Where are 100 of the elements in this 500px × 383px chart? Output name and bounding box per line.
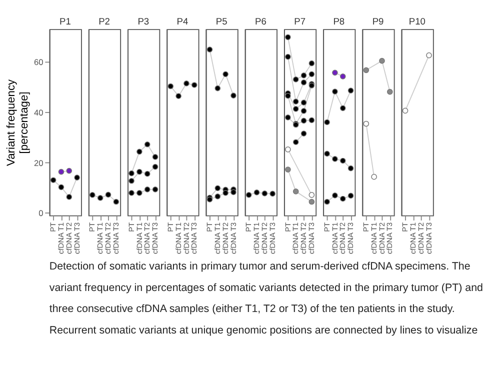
x-tick-label: PT xyxy=(166,222,175,232)
point xyxy=(340,158,346,164)
y-axis-title: Variant frequency [percentage] xyxy=(5,78,30,166)
chart-title: P9 xyxy=(372,16,384,26)
text: variant frequency in percentages of somatic variants detected in the primary tumor (PT) and xyxy=(49,282,484,294)
point xyxy=(285,92,291,99)
x-tick-label: cfDNA T1 xyxy=(174,222,183,254)
point xyxy=(58,184,64,190)
point xyxy=(89,192,96,198)
y-tick-label: 20 xyxy=(34,158,44,168)
point xyxy=(332,156,338,162)
x-tick-label: cfDNA T2 xyxy=(142,222,152,254)
chart-title: P6 xyxy=(255,16,266,26)
point xyxy=(324,150,330,157)
x-tick-label: cfDNA T3 xyxy=(150,222,160,254)
point xyxy=(300,72,307,78)
point xyxy=(74,174,80,181)
chart-title: P10 xyxy=(408,16,426,26)
chart-title: P8 xyxy=(333,16,345,26)
point xyxy=(300,108,307,114)
point xyxy=(136,168,142,175)
chart-title: P4 xyxy=(176,16,188,26)
point xyxy=(300,130,307,136)
point xyxy=(128,178,134,184)
x-tick-label: cfDNA T1 xyxy=(369,222,378,254)
point xyxy=(348,165,354,172)
point xyxy=(324,119,330,126)
x-tick-label: PT xyxy=(322,222,332,232)
x-tick-label: cfDNA T2 xyxy=(182,222,191,254)
point xyxy=(332,70,338,76)
point xyxy=(214,194,221,200)
point xyxy=(363,120,370,127)
point xyxy=(144,170,150,177)
point xyxy=(214,85,221,92)
point xyxy=(191,82,198,88)
chart-title: P1 xyxy=(59,16,71,26)
point xyxy=(285,54,291,60)
point xyxy=(152,186,158,192)
x-tick-label: cfDNA T2 xyxy=(377,222,386,254)
point xyxy=(66,194,72,200)
x-tick-label: cfDNA T3 xyxy=(190,222,199,254)
point xyxy=(292,188,299,194)
x-tick-label: cfDNA T3 xyxy=(424,222,434,254)
point xyxy=(300,80,307,86)
point xyxy=(348,88,354,94)
x-tick-label: cfDNA T3 xyxy=(268,222,277,254)
x-tick-label: cfDNA T1 xyxy=(291,222,300,254)
point xyxy=(308,192,315,198)
point xyxy=(363,67,370,74)
x-tick-label: cfDNA T2 xyxy=(104,222,113,254)
y-tick-label: 0 xyxy=(38,208,44,218)
point xyxy=(300,100,307,106)
point xyxy=(308,117,315,124)
x-tick-label: cfDNA T1 xyxy=(96,222,105,254)
point xyxy=(206,46,213,52)
x-tick-label: cfDNA T3 xyxy=(72,222,82,254)
point xyxy=(168,83,174,90)
x-tick-label: cfDNA T3 xyxy=(307,222,316,254)
chart-title: P3 xyxy=(138,16,150,26)
point xyxy=(152,164,158,170)
x-tick-label: PT xyxy=(126,222,136,232)
x-tick-label: PT xyxy=(88,222,97,232)
x-tick-label: PT xyxy=(400,222,410,232)
point xyxy=(386,88,393,95)
x-tick-label: PT xyxy=(205,222,214,232)
x-tick-label: PT xyxy=(48,222,58,232)
point xyxy=(230,92,236,98)
point xyxy=(144,141,150,148)
point xyxy=(97,195,104,201)
x-tick-label: cfDNA T2 xyxy=(338,222,348,254)
point xyxy=(348,192,354,199)
point xyxy=(292,76,299,82)
x-tick-label: cfDNA T2 xyxy=(220,222,230,254)
point xyxy=(230,189,236,196)
point xyxy=(308,71,315,78)
point xyxy=(308,198,315,205)
x-tick-label: cfDNA T3 xyxy=(385,222,394,254)
x-tick-label: PT xyxy=(361,222,370,232)
point xyxy=(176,93,182,99)
chart-title: P2 xyxy=(98,16,110,26)
point xyxy=(66,168,72,174)
x-tick-label: cfDNA T1 xyxy=(212,222,222,254)
x-tick-label: cfDNA T3 xyxy=(111,222,120,254)
x-tick-label: cfDNA T1 xyxy=(252,222,262,254)
point xyxy=(332,88,338,94)
point xyxy=(285,146,291,152)
point xyxy=(152,154,158,160)
point xyxy=(300,118,307,124)
point xyxy=(285,114,291,120)
point xyxy=(308,60,315,66)
x-tick-label: cfDNA T1 xyxy=(56,222,66,254)
chart-title: P5 xyxy=(216,16,228,26)
x-tick-label: PT xyxy=(283,222,292,232)
point xyxy=(292,106,299,112)
point xyxy=(222,71,228,78)
x-tick-label: cfDNA T2 xyxy=(416,222,426,254)
text: Recurrent somatic variants at unique genomic positions are connected by lines to visualize xyxy=(49,324,478,337)
point xyxy=(324,198,330,205)
point xyxy=(340,74,346,80)
x-tick-label: cfDNA T1 xyxy=(134,222,144,254)
